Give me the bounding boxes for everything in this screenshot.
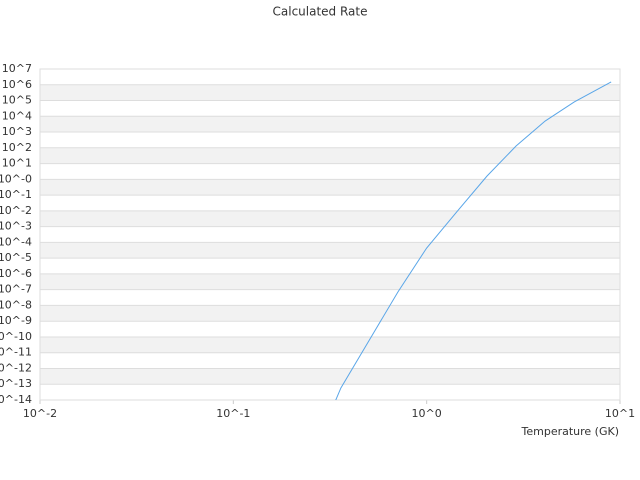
grid-band xyxy=(40,116,620,133)
y-tick-label: 10^3 xyxy=(2,125,32,138)
y-tick-label: 10^-13 xyxy=(0,377,32,390)
y-tick-label: 10^1 xyxy=(2,157,32,170)
y-tick-label: 10^5 xyxy=(2,94,32,107)
y-tick-label: 10^-2 xyxy=(0,204,32,217)
y-tick-label: 10^-6 xyxy=(0,267,32,280)
y-tick-label: 10^-4 xyxy=(0,235,32,248)
y-tick-label: 10^-1 xyxy=(0,188,32,201)
x-tick-label: 10^1 xyxy=(605,407,635,420)
y-tick-label: 10^-14 xyxy=(0,393,32,406)
grid-band xyxy=(40,368,620,385)
grid-band xyxy=(40,242,620,259)
y-tick-label: 10^-10 xyxy=(0,330,32,343)
chart-title: Calculated Rate xyxy=(273,5,368,19)
grid-band xyxy=(40,179,620,196)
y-tick-label: 10^-5 xyxy=(0,251,32,264)
y-tick-label: 10^2 xyxy=(2,141,32,154)
grid-band xyxy=(40,147,620,164)
plot-border xyxy=(39,68,621,401)
y-tick-label: 10^-0 xyxy=(0,172,32,185)
y-tick-label: 10^-7 xyxy=(0,283,32,296)
y-tick-label: 10^4 xyxy=(2,109,32,122)
y-tick-label: 10^7 xyxy=(2,62,32,75)
grid-band xyxy=(40,336,620,353)
y-tick-label: 10^6 xyxy=(2,78,32,91)
x-tick-label: 10^-1 xyxy=(216,407,250,420)
y-tick-label: 10^-3 xyxy=(0,220,32,233)
y-tick-label: 10^-8 xyxy=(0,298,32,311)
x-tick-label: 10^-2 xyxy=(23,407,57,420)
grid-band xyxy=(40,305,620,322)
y-tick-label: 10^-9 xyxy=(0,314,32,327)
data-line xyxy=(335,81,612,400)
grid-band xyxy=(40,84,620,101)
y-tick-label: 10^-12 xyxy=(0,361,32,374)
x-axis-label: Temperature (GK) xyxy=(521,425,620,438)
grid-band xyxy=(40,273,620,290)
x-tick-label: 10^0 xyxy=(412,407,442,420)
grid-band xyxy=(40,210,620,227)
y-tick-label: 10^-11 xyxy=(0,346,32,359)
